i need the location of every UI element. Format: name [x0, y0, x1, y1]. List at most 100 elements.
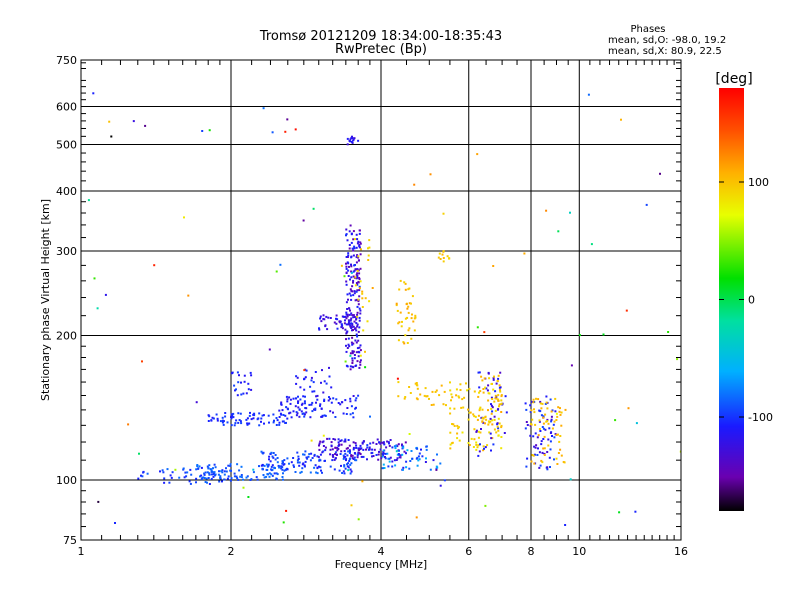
echo-point [266, 469, 269, 471]
colorbar-tick-label: 100 [748, 176, 769, 189]
echo-point [342, 470, 345, 473]
echo-point [358, 246, 361, 249]
echo-point [406, 316, 409, 319]
echo-point [396, 377, 399, 380]
echo-point [466, 389, 469, 392]
echo-point [320, 381, 322, 384]
echo-point [357, 447, 360, 450]
echo-point [451, 396, 454, 399]
echo-point [319, 466, 322, 469]
echo-point [357, 394, 360, 397]
echo-point [302, 219, 305, 222]
echo-point [403, 281, 406, 284]
echo-point [324, 414, 327, 417]
echo-point [546, 418, 549, 421]
echo-point [457, 427, 460, 430]
echo-point [554, 410, 557, 413]
echo-point [345, 457, 348, 460]
echo-point [347, 343, 350, 346]
echo-point [270, 473, 273, 476]
echo-point [303, 413, 306, 416]
echo-point [355, 246, 358, 249]
echo-point [340, 439, 343, 442]
echo-point [204, 471, 207, 474]
echo-point [342, 315, 345, 318]
echo-point [347, 298, 349, 301]
echo-point [438, 394, 441, 397]
echo-point [329, 317, 332, 319]
echo-point [479, 443, 481, 446]
echo-point [443, 390, 446, 393]
echo-point [322, 445, 325, 447]
echo-point [353, 354, 356, 356]
echo-point [357, 355, 360, 358]
echo-point [345, 317, 348, 320]
echo-point [459, 383, 462, 386]
echo-point [355, 317, 358, 320]
echo-point [330, 401, 333, 404]
echo-point [290, 461, 293, 464]
echo-point [263, 476, 266, 479]
echo-point [569, 211, 571, 214]
echo-point [352, 281, 354, 284]
echo-point [240, 422, 243, 425]
echo-point [282, 461, 284, 464]
echo-point [587, 93, 590, 96]
echo-point [195, 481, 197, 484]
echo-point [482, 417, 485, 420]
echo-point [553, 458, 555, 461]
echo-point [529, 404, 532, 407]
echo-point [541, 402, 544, 405]
echo-point [183, 216, 185, 219]
echo-point [495, 431, 498, 434]
echo-point [166, 468, 169, 471]
echo-point [385, 446, 388, 449]
echo-point [553, 420, 556, 423]
echo-point [544, 402, 547, 405]
echo-point [358, 452, 361, 455]
echo-point [361, 441, 364, 444]
echo-point [97, 500, 100, 503]
echo-point [489, 420, 492, 423]
echo-point [233, 475, 236, 478]
echo-point [492, 388, 495, 391]
echo-point [534, 423, 537, 426]
echo-point [337, 448, 340, 450]
echo-point [359, 241, 362, 244]
echo-point [92, 92, 95, 95]
echo-point [539, 464, 542, 467]
echo-point [349, 224, 352, 227]
echo-point [206, 465, 209, 468]
y-tick-label: 500 [56, 139, 77, 152]
echo-point [340, 443, 343, 446]
echo-point [442, 250, 445, 253]
echo-point [449, 443, 452, 446]
echo-point [226, 421, 229, 424]
echo-point [225, 470, 228, 473]
echo-point [314, 407, 317, 410]
echo-point [559, 448, 562, 451]
echo-point [142, 470, 145, 473]
echo-point [356, 254, 359, 257]
echo-point [358, 229, 361, 232]
echo-point [333, 321, 336, 324]
echo-point [348, 307, 351, 310]
echo-point [274, 458, 277, 461]
echo-point [467, 418, 470, 421]
echo-point [345, 338, 347, 341]
echo-point [500, 426, 503, 429]
echo-point [491, 406, 494, 409]
echo-point [208, 483, 211, 485]
echo-point [340, 323, 343, 326]
echo-point [350, 233, 353, 236]
echo-point [183, 476, 186, 479]
echo-point [207, 467, 210, 470]
x-tick-label: 8 [528, 545, 535, 558]
echo-point [550, 418, 553, 421]
echo-point [278, 466, 281, 469]
echo-point [350, 241, 353, 244]
echo-point [558, 410, 561, 413]
echo-point [274, 454, 277, 456]
echo-point [479, 390, 482, 393]
echo-point [303, 378, 305, 381]
